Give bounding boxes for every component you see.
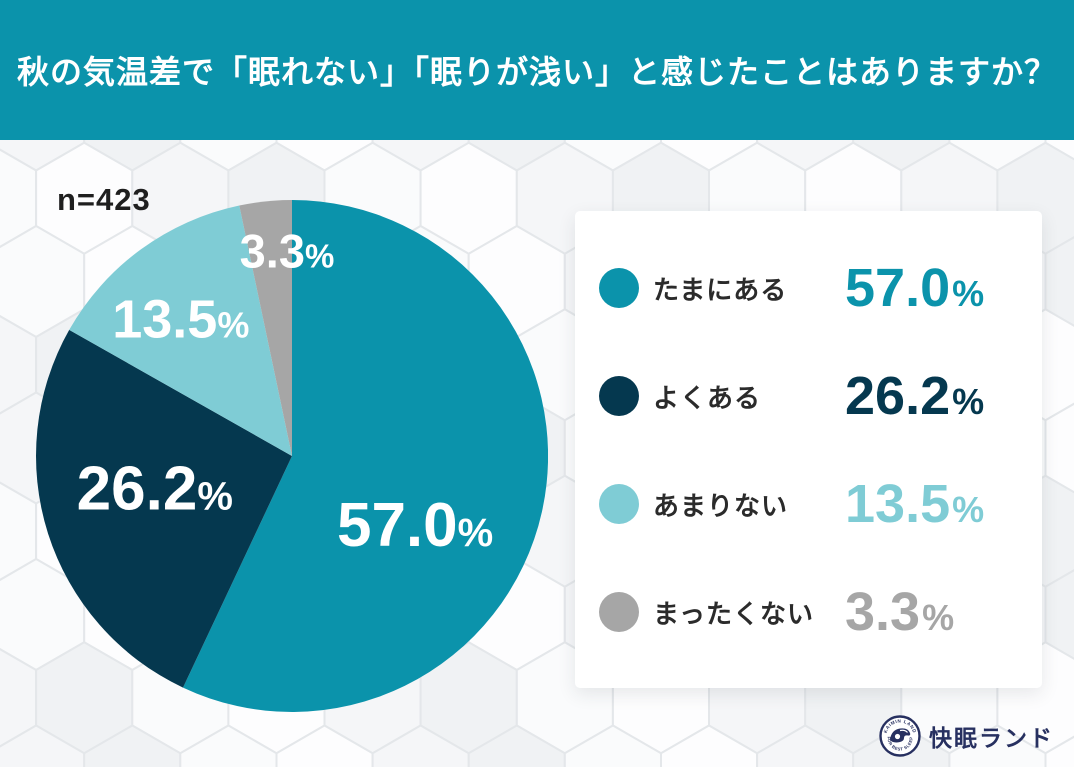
sample-size-label: n=423 xyxy=(57,182,151,217)
percent-sign: % xyxy=(952,273,985,314)
slice-label-0: 57.0% xyxy=(337,491,493,560)
slice-label-3: 3.3% xyxy=(240,225,335,278)
legend-card: たまにある 57.0% よくある 26.2% あまりない 13.5% まったくな… xyxy=(575,211,1042,688)
percent-sign: % xyxy=(952,381,985,422)
legend-color-dot xyxy=(599,376,639,416)
pie-slice-2 xyxy=(69,205,292,456)
brand-logo-icon: KAIMIN LAND FOR BEST SLEEP xyxy=(879,715,921,757)
legend-color-dot xyxy=(599,268,639,308)
legend-value: 13.5% xyxy=(845,474,985,534)
pie-chart: 57.0% 26.2% 13.5% 3.3% xyxy=(36,200,548,712)
pie-slice-0 xyxy=(183,200,548,712)
pie-slice-1 xyxy=(36,329,293,688)
header: 秋の気温差で「眠れない」「眠りが浅い」と感じたことはありますか？ xyxy=(0,0,1074,140)
legend-value: 57.0% xyxy=(845,258,985,318)
percent-sign: % xyxy=(922,597,955,638)
legend-item: まったくない 3.3% xyxy=(575,558,1042,666)
page-title: 秋の気温差で「眠れない」「眠りが浅い」と感じたことはありますか？ xyxy=(16,54,1057,90)
percent-sign: % xyxy=(952,489,985,530)
legend-color-dot xyxy=(599,592,639,632)
legend-label: あまりない xyxy=(653,490,789,521)
legend-label: たまにある xyxy=(653,274,788,305)
legend-value: 26.2% xyxy=(845,366,985,426)
legend-value: 3.3% xyxy=(845,582,955,642)
legend-color-dot xyxy=(599,484,639,524)
brand-footer: KAIMIN LAND FOR BEST SLEEP 快眠ランド xyxy=(879,715,1054,757)
legend-item: よくある 26.2% xyxy=(575,342,1042,450)
pie-slice-3 xyxy=(239,200,292,456)
sleeping-moon-mark xyxy=(890,728,911,743)
brand-name: 快眠ランド xyxy=(929,725,1054,751)
legend-item: たまにある 57.0% xyxy=(575,234,1042,342)
legend-label: よくある xyxy=(653,382,762,413)
slice-label-2: 13.5% xyxy=(112,290,249,350)
legend-label: まったくない xyxy=(653,598,814,629)
legend-item: あまりない 13.5% xyxy=(575,450,1042,558)
slice-label-1: 26.2% xyxy=(77,454,233,523)
